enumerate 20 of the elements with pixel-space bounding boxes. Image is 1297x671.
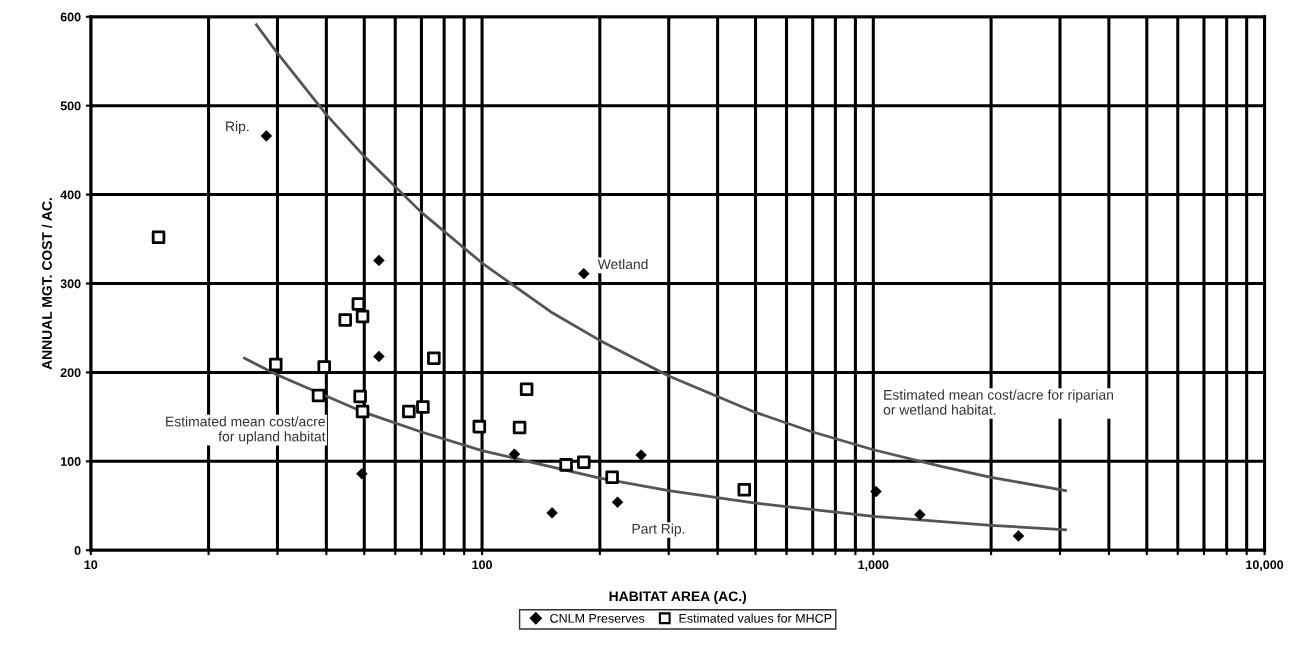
x-tick-label: 10,000	[1246, 560, 1284, 571]
y-axis-title: ANNUAL MGT. COST / AC.	[41, 198, 53, 370]
x-axis-title: HABITAT AREA (AC.)	[609, 591, 747, 604]
x-tick-label: 1,000	[858, 560, 889, 571]
legend-label: CNLM Preserves	[550, 613, 645, 623]
annotation: Rip.	[226, 121, 249, 135]
annotation: Part Rip.	[632, 523, 685, 537]
annotation: Estimated mean cost/acre for riparian or wetland habitat.	[883, 389, 1113, 415]
x-tick-label: 100	[472, 560, 492, 570]
y-tick-label: 100	[61, 457, 81, 466]
x-tick-label: 10	[84, 560, 98, 570]
annotation: Wetland	[597, 258, 648, 270]
y-tick-label: 400	[60, 190, 81, 200]
y-tick-label: 500	[60, 101, 81, 111]
y-tick-label: 600	[60, 12, 81, 22]
y-tick-label: 200	[60, 368, 81, 378]
y-tick-label: 0	[74, 546, 81, 555]
legend-label: Estimated values for MHCP	[679, 613, 832, 623]
annotation: Estimated mean cost/acre for upland habitat	[166, 416, 326, 445]
y-tick-label: 300	[60, 279, 81, 289]
